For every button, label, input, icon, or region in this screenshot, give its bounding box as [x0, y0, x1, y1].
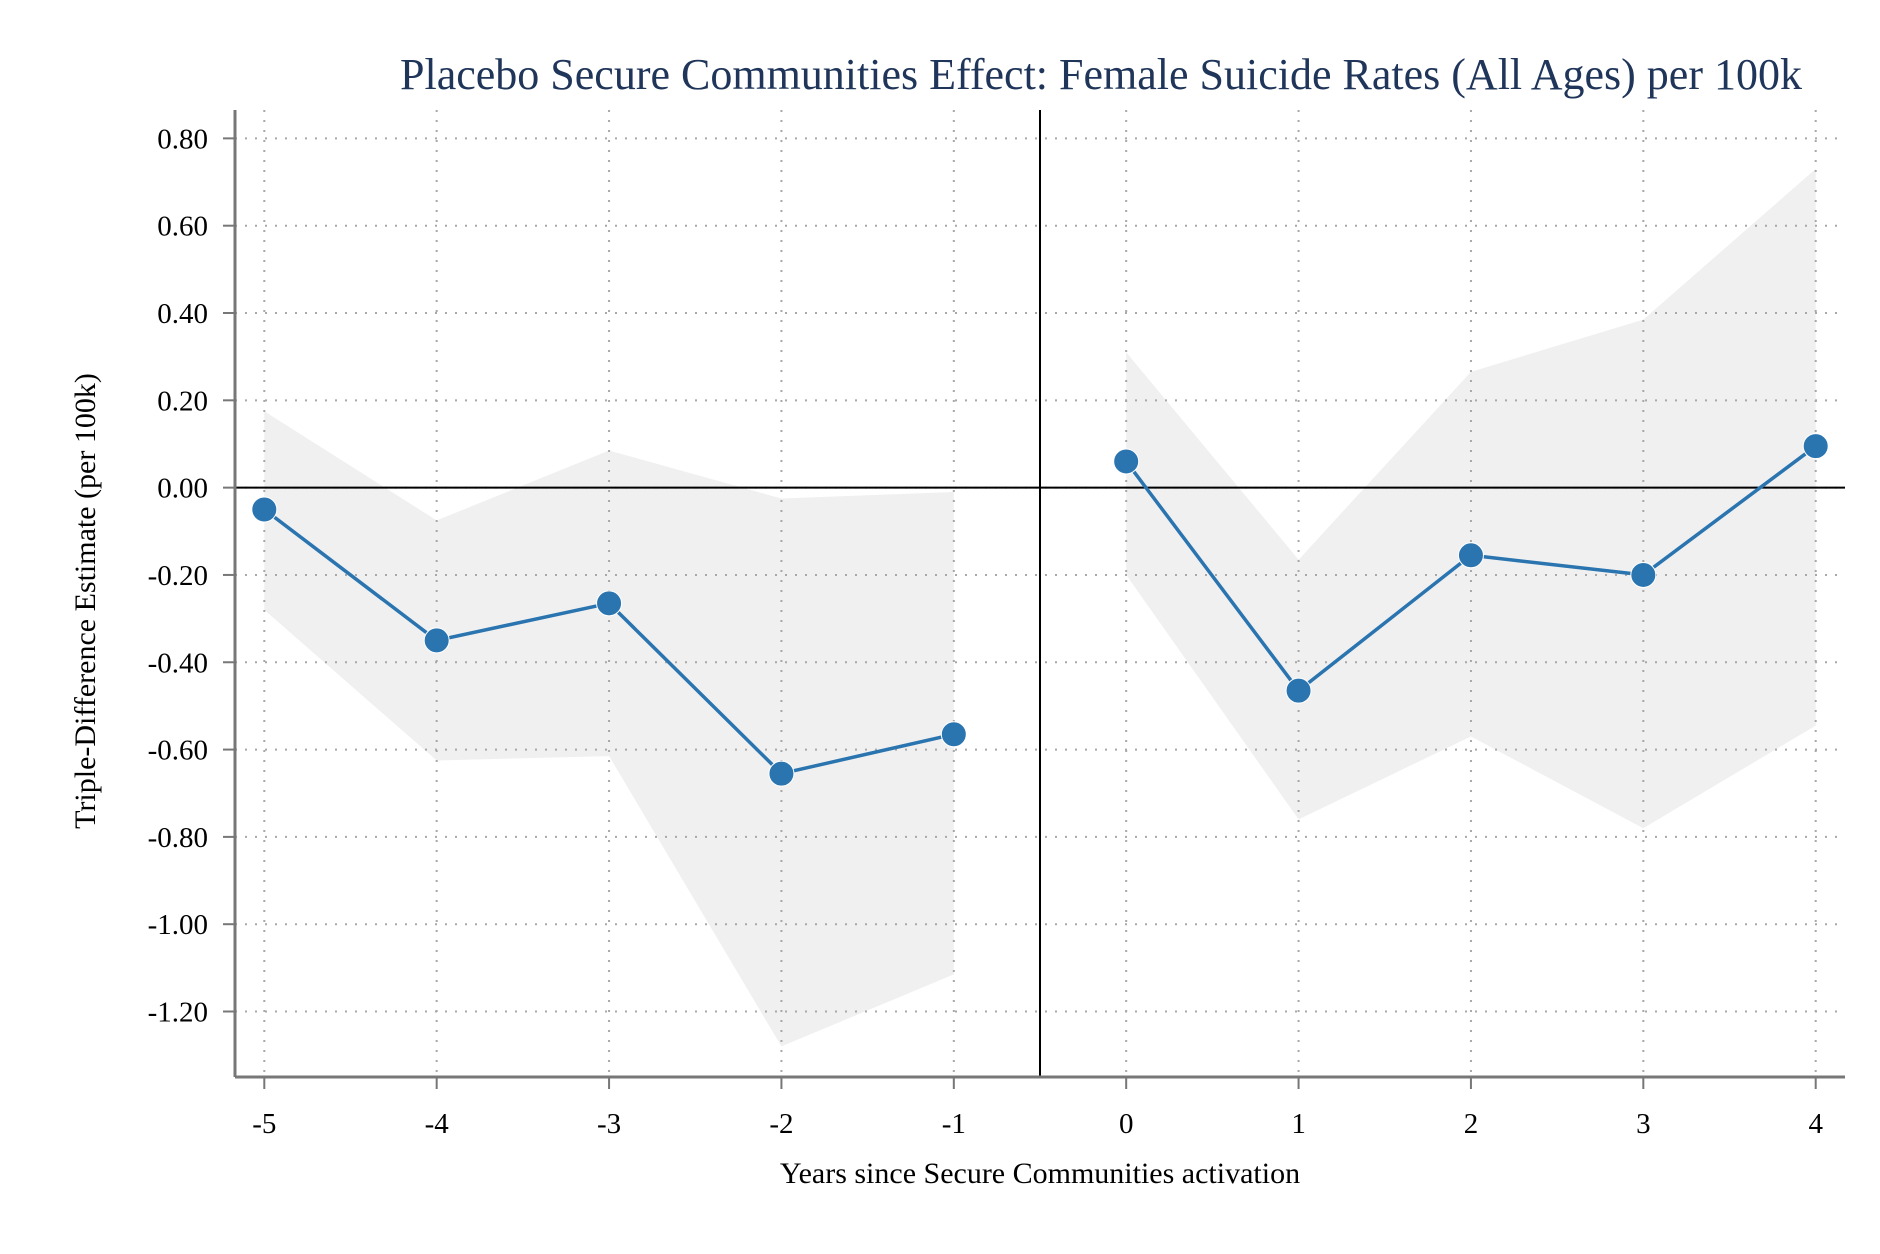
reference-lines: [235, 110, 1845, 1077]
estimate-point: [1802, 433, 1829, 460]
y-tick-label-3: 0.40: [157, 298, 208, 330]
x-tick-label-8: 2: [1464, 1108, 1479, 1140]
estimate-point: [940, 721, 967, 748]
estimate-series: [251, 433, 1829, 787]
estimate-point: [596, 590, 623, 617]
chart-title: Placebo Secure Communities Effect: Femal…: [400, 50, 1802, 99]
estimate-point: [251, 496, 278, 523]
y-tick-label-7: -0.40: [148, 647, 208, 679]
x-tick-label-6: 0: [1119, 1108, 1134, 1140]
estimate-point: [1285, 677, 1312, 704]
y-tick-label-8: -0.60: [148, 735, 208, 767]
y-tick-label-10: -1.00: [148, 909, 208, 941]
y-tick-label-6: -0.20: [148, 560, 208, 592]
ci-band-2: [1126, 168, 1816, 829]
y-tick-label-11: -1.20: [148, 997, 208, 1029]
x-tick-label-9: 3: [1636, 1108, 1651, 1140]
y-tick-label-1: 0.80: [157, 123, 208, 155]
estimate-point: [423, 627, 450, 654]
y-tick-label-4: 0.20: [157, 385, 208, 417]
y-axis-title: Triple-Difference Estimate (per 100k): [69, 373, 102, 829]
estimate-point: [1113, 448, 1140, 475]
x-tick-label-4: -2: [769, 1108, 793, 1140]
tick-labels: 0.80 0.60 0.40 0.20 0.00 -0.20 -0.40 -0.60 -0.80…: [148, 123, 1824, 1140]
x-tick-label-1: -5: [252, 1108, 276, 1140]
x-tick-label-5: -1: [942, 1108, 966, 1140]
estimate-point: [1457, 542, 1484, 569]
x-axis-title: Years since Secure Communities activatio…: [780, 1157, 1300, 1190]
x-tick-label-7: 1: [1291, 1108, 1306, 1140]
x-tick-label-2: -4: [425, 1108, 450, 1140]
y-tick-label-2: 0.60: [157, 211, 208, 243]
estimate-point: [1630, 561, 1657, 588]
axes: [223, 110, 1845, 1089]
x-tick-label-10: 4: [1808, 1108, 1823, 1140]
y-tick-label-5: 0.00: [157, 473, 208, 505]
y-tick-label-9: -0.80: [148, 822, 208, 854]
estimate-point: [768, 760, 795, 787]
x-tick-label-3: -3: [597, 1108, 621, 1140]
